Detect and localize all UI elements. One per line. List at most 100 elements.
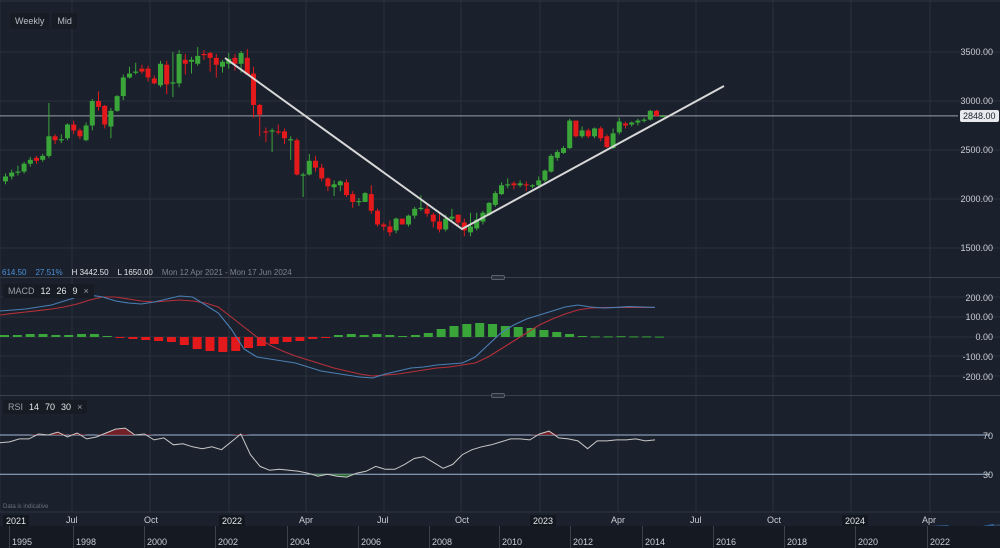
- candle-down: [34, 157, 39, 161]
- navigator-year-label: 2022: [930, 537, 951, 547]
- macd-histogram-bar: [115, 337, 125, 338]
- candle-down: [598, 128, 604, 139]
- price-tick-3500: 3500.00: [960, 47, 993, 57]
- navigator-year-label: 2010: [502, 537, 523, 547]
- candle-up: [3, 176, 8, 182]
- rsi-overbought-fill: [115, 428, 126, 435]
- macd-histogram-bar: [218, 337, 228, 352]
- macd-close-icon[interactable]: ×: [83, 286, 89, 296]
- time-axis-label: 2021: [3, 515, 30, 527]
- candle-up: [418, 207, 424, 210]
- macd-histogram-bar: [565, 334, 575, 337]
- pane-resize-handle-price[interactable]: [491, 275, 505, 280]
- macd-histogram-bar: [102, 336, 112, 337]
- navigator-tick: [855, 526, 856, 548]
- candle-up: [629, 122, 635, 125]
- candle-up: [554, 151, 560, 158]
- rsi-lower: 30: [61, 402, 72, 412]
- candle-down: [523, 184, 529, 186]
- candle-down: [145, 68, 151, 78]
- macd-histogram-bar: [526, 328, 536, 337]
- time-axis-label: 2023: [530, 515, 557, 527]
- candle-up: [561, 148, 566, 153]
- candle-up: [356, 200, 362, 203]
- navigator-year-label: 2016: [716, 537, 737, 547]
- macd-histogram-bar: [89, 334, 99, 337]
- macd-histogram-bar: [475, 323, 485, 337]
- candle-down: [282, 131, 287, 139]
- macd-histogram-bar: [295, 337, 305, 341]
- candle-up: [27, 159, 33, 164]
- candle-down: [71, 124, 77, 131]
- candle-down: [623, 123, 628, 126]
- candle-up: [170, 82, 176, 84]
- macd-histogram-bar: [449, 326, 459, 337]
- navigator-tick: [215, 526, 216, 548]
- rsi-overbought-fill: [529, 434, 540, 435]
- pane-resize-handle-macd[interactable]: [491, 393, 505, 398]
- candle-down: [461, 222, 467, 231]
- price-type-button[interactable]: Mid: [52, 13, 77, 29]
- time-axis-label: Oct: [455, 515, 470, 525]
- macd-histogram-bar: [179, 337, 189, 345]
- candle-up: [176, 53, 182, 84]
- navigator-strip[interactable]: [0, 526, 1000, 548]
- time-axis-label: Apr: [299, 515, 314, 525]
- macd-histogram-bar: [616, 336, 626, 338]
- macd-histogram-bar: [321, 337, 331, 338]
- candle-down: [213, 57, 219, 65]
- macd-histogram-bar: [577, 336, 587, 337]
- macd-histogram-bar: [64, 335, 74, 337]
- navigator-year-label: 2014: [645, 537, 666, 547]
- candle-up: [542, 170, 548, 181]
- macd-histogram-bar: [488, 324, 498, 337]
- navigator-year-label: 2006: [361, 537, 382, 547]
- rsi-overbought-fill: [231, 434, 241, 435]
- candle-down: [511, 183, 517, 186]
- navigator-year-label: 2020: [858, 537, 879, 547]
- candle-up: [592, 128, 597, 137]
- time-axis-label: 2022: [219, 515, 246, 527]
- candle-up: [127, 73, 132, 78]
- macd-histogram-bar: [0, 335, 9, 337]
- candle-up: [567, 120, 573, 149]
- candle-down: [573, 120, 579, 137]
- rsi-close-icon[interactable]: ×: [77, 402, 83, 412]
- candle-down: [424, 208, 430, 214]
- candle-down: [251, 73, 256, 105]
- macd-signal: 9: [72, 286, 78, 296]
- candle-up: [83, 125, 89, 141]
- navigator-year-label: 1995: [12, 537, 33, 547]
- candle-down: [375, 210, 380, 225]
- candle-down: [430, 214, 436, 222]
- candle-up: [65, 124, 70, 139]
- candle-up: [474, 219, 480, 229]
- macd-histogram-bar: [192, 337, 202, 349]
- candle-up: [58, 139, 64, 141]
- candle-down: [207, 52, 213, 58]
- candle-down: [368, 194, 374, 211]
- candle-up: [46, 136, 52, 156]
- candle-down: [319, 167, 325, 179]
- candle-down: [654, 110, 659, 116]
- candle-down: [313, 160, 318, 168]
- interval-button[interactable]: Weekly: [10, 13, 50, 29]
- macd-tick-neg200: -200.00: [962, 372, 993, 382]
- navigator-tick: [287, 526, 288, 548]
- change-percent: 27.51%: [35, 268, 63, 277]
- candle-up: [499, 185, 504, 195]
- candle-up: [306, 160, 312, 175]
- candle-up: [158, 63, 163, 86]
- candle-down: [437, 221, 442, 230]
- candle-up: [530, 185, 535, 187]
- macd-histogram-bar: [244, 337, 254, 348]
- candle-up: [505, 184, 511, 186]
- macd-slow: 26: [56, 286, 67, 296]
- rsi-overbought-fill: [57, 432, 68, 435]
- macd-histogram-bar: [25, 334, 35, 337]
- navigator-tick: [73, 526, 74, 548]
- candle-down: [182, 59, 188, 64]
- macd-histogram-bar: [282, 337, 292, 342]
- candle-up: [108, 110, 114, 127]
- rsi-name: RSI: [8, 402, 24, 412]
